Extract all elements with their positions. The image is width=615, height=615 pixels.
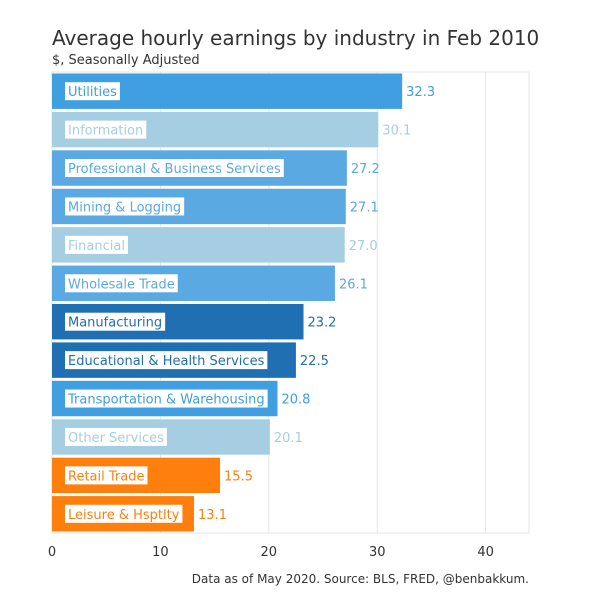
x-tick-label: 20 bbox=[261, 545, 278, 560]
category-label: Information bbox=[68, 124, 143, 139]
value-label: 20.1 bbox=[274, 431, 303, 446]
category-label-background bbox=[65, 427, 167, 446]
category-label-background bbox=[65, 120, 147, 139]
source-note: Data as of May 2020. Source: BLS, FRED, … bbox=[192, 572, 529, 586]
value-label: 20.8 bbox=[281, 393, 310, 408]
category-label: Retail Trade bbox=[68, 469, 144, 484]
gridlines bbox=[51, 72, 487, 533]
value-label: 27.0 bbox=[349, 239, 378, 254]
value-label: 32.3 bbox=[406, 85, 435, 100]
x-tick-label: 40 bbox=[477, 545, 494, 560]
value-label: 27.2 bbox=[351, 162, 380, 177]
category-label: Financial bbox=[68, 239, 125, 254]
chart-title: Average hourly earnings by industry in F… bbox=[52, 26, 539, 50]
category-label-background bbox=[65, 389, 268, 408]
category-label: Educational & Health Services bbox=[68, 354, 265, 369]
category-label-background bbox=[65, 466, 148, 485]
plot-area: Utilities 32.3 Information 30.1 Professional… bbox=[48, 71, 530, 560]
value-label: 27.1 bbox=[350, 200, 379, 215]
chart-subtitle: $, Seasonally Adjusted bbox=[52, 53, 200, 68]
category-label-background bbox=[65, 82, 120, 101]
category-label: Other Services bbox=[68, 431, 164, 446]
category-label-background bbox=[65, 235, 128, 254]
category-label-background bbox=[65, 351, 268, 370]
value-label: 30.1 bbox=[382, 124, 411, 139]
category-label-background bbox=[65, 197, 185, 216]
value-label: 15.5 bbox=[224, 469, 253, 484]
value-label: 26.1 bbox=[339, 277, 368, 292]
category-label: Mining & Logging bbox=[68, 200, 181, 215]
bars: Utilities 32.3 Information 30.1 Professional… bbox=[52, 73, 435, 532]
category-label: Utilities bbox=[68, 85, 117, 100]
category-label: Leisure & Hsptlty bbox=[68, 508, 180, 523]
x-tick-label: 0 bbox=[48, 545, 56, 560]
x-axis: 0 10 20 30 40 bbox=[48, 545, 494, 560]
x-tick-label: 30 bbox=[369, 545, 386, 560]
value-label: 23.2 bbox=[308, 316, 337, 331]
value-label: 13.1 bbox=[198, 508, 227, 523]
category-label-background bbox=[65, 159, 284, 178]
category-label: Wholesale Trade bbox=[68, 277, 175, 292]
category-label: Manufacturing bbox=[68, 316, 162, 331]
x-tick-label: 10 bbox=[152, 545, 169, 560]
plot-background bbox=[51, 71, 530, 534]
category-label-background bbox=[65, 274, 178, 293]
category-label-background bbox=[65, 504, 183, 523]
category-label: Transportation & Warehousing bbox=[67, 393, 265, 408]
category-label-background bbox=[65, 312, 166, 331]
value-label: 22.5 bbox=[300, 354, 329, 369]
category-label: Professional & Business Services bbox=[68, 162, 281, 177]
